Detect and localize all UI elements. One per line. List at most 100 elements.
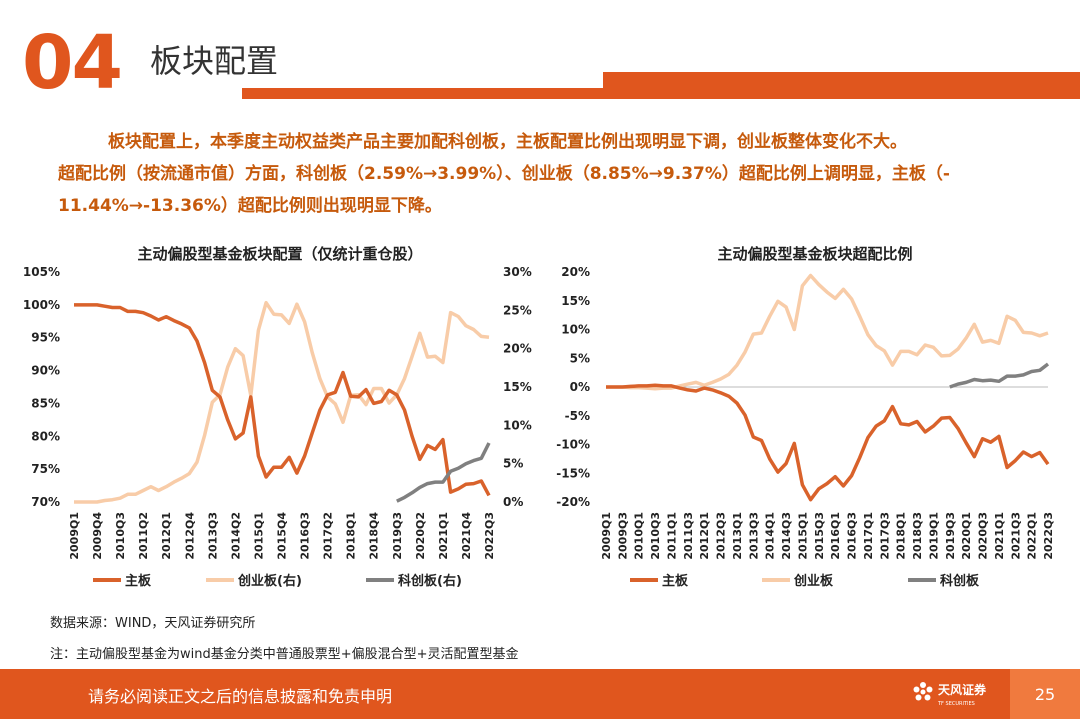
- x-tick-label: 2021Q1: [437, 512, 450, 560]
- star-logo-icon: 天风证券 TF SECURITIES: [913, 682, 987, 707]
- chart-1-svg: 70% 75% 80% 85% 90% 95% 100% 105% 0% 5% 10% 15% 20% 2…: [23, 265, 532, 589]
- x-tick-label: 2013Q3: [206, 512, 219, 560]
- left-y-tick-label: 95%: [31, 331, 60, 345]
- header-accent-bar: [603, 72, 1080, 91]
- summary-line-1: 板块配置上，本季度主动权益类产品主要加配科创板，主板配置比例出现明显下调，创业板…: [108, 132, 907, 152]
- series-line-zhuban: [74, 303, 491, 497]
- y-tick-label: -5%: [565, 409, 590, 423]
- x-tick-label: 2022Q3: [1042, 512, 1055, 560]
- x-tick-label: 2013Q1: [731, 512, 744, 560]
- series-line-chuangyeban: [74, 300, 490, 504]
- disclaimer-link[interactable]: 请务必阅读正文之后的信息披露和免责申明: [88, 687, 393, 706]
- right-y-tick-label: 25%: [503, 303, 532, 317]
- x-tick-label: 2020Q2: [414, 512, 427, 560]
- left-y-tick-label: 70%: [31, 495, 60, 509]
- legend-zhuban-label: 主板: [125, 573, 152, 589]
- y-tick-label: 5%: [570, 351, 590, 365]
- x-tick-label: 2010Q3: [114, 512, 127, 560]
- legend-kechuangban-label: 科创板(右): [398, 573, 462, 589]
- x-tick-label: 2021Q1: [993, 512, 1006, 560]
- x-tick-label: 2015Q3: [813, 512, 826, 560]
- x-tick-label: 2016Q3: [299, 512, 312, 560]
- chart-2-svg: -20% -15% -10% -5% 0% 5% 10% 15% 20% 2009Q1 2009Q3…: [556, 265, 1055, 589]
- x-tick-label: 2016Q3: [846, 512, 859, 560]
- y-tick-label: -15%: [556, 466, 590, 480]
- header-underline-bar: [242, 88, 1080, 99]
- summary-line-3: 11.44%→-13.36%）超配比例则出现明显下降。: [58, 196, 442, 216]
- left-y-tick-label: 75%: [31, 462, 60, 476]
- right-y-tick-label: 10%: [503, 418, 532, 432]
- x-tick-label: 2012Q1: [698, 512, 711, 560]
- company-logo: 天风证券 TF SECURITIES: [910, 677, 990, 711]
- left-y-tick-label: 80%: [31, 429, 60, 443]
- summary-line-2: 超配比例（按流通市值）方面，科创板（2.59%→3.99%）、创业板（8.85%…: [58, 164, 950, 184]
- x-tick-label: 2022Q1: [1026, 512, 1039, 560]
- x-tick-label: 2010Q3: [649, 512, 662, 560]
- x-tick-label: 2020Q1: [960, 512, 973, 560]
- summary-paragraph: 板块配置上，本季度主动权益类产品主要加配科创板，主板配置比例出现明显下调，创业板…: [58, 126, 1038, 222]
- logo-subtext: TF SECURITIES: [937, 701, 975, 707]
- x-tick-label: 2019Q3: [391, 512, 404, 560]
- series-line-kechuangban: [949, 362, 1050, 389]
- x-tick-label: 2016Q1: [829, 512, 842, 560]
- x-tick-label: 2021Q3: [1009, 512, 1022, 560]
- right-y-tick-label: 0%: [503, 495, 523, 509]
- x-tick-label: 2022Q3: [483, 512, 496, 560]
- x-tick-label: 2014Q3: [780, 512, 793, 560]
- x-tick-label: 2009Q4: [91, 512, 104, 560]
- x-tick-label: 2011Q3: [682, 512, 695, 560]
- y-tick-label: 10%: [561, 323, 590, 337]
- x-tick-label: 2015Q4: [276, 512, 289, 560]
- y-tick-label: 15%: [561, 294, 590, 308]
- logo-text: 天风证券: [938, 682, 987, 697]
- x-tick-label: 2017Q2: [322, 512, 335, 560]
- footer-bar: 请务必阅读正文之后的信息披露和免责申明 天风证券 TF SECURITIES 2…: [0, 669, 1080, 719]
- legend-chuangyeban-label: 创业板(右): [237, 573, 302, 589]
- x-tick-label: 2019Q3: [944, 512, 957, 560]
- x-tick-label: 2009Q1: [600, 512, 613, 560]
- x-tick-label: 2012Q3: [715, 512, 728, 560]
- x-tick-label: 2012Q1: [160, 512, 173, 560]
- x-tick-label: 2014Q2: [229, 512, 242, 560]
- section-title: 板块配置: [150, 42, 279, 80]
- chart-2-title: 主动偏股型基金板块超配比例: [717, 245, 913, 263]
- legend-kechuangban-label: 科创板: [940, 573, 980, 589]
- x-tick-label: 2009Q1: [68, 512, 81, 560]
- x-tick-label: 2018Q3: [911, 512, 924, 560]
- x-tick-label: 2013Q3: [747, 512, 760, 560]
- left-y-tick-label: 85%: [31, 396, 60, 410]
- x-tick-label: 2017Q3: [878, 512, 891, 560]
- right-y-tick-label: 30%: [503, 265, 532, 279]
- chart-1-title: 主动偏股型基金板块配置（仅统计重仓股）: [137, 245, 423, 263]
- series-line-kechuangban: [396, 442, 491, 503]
- x-tick-label: 2015Q1: [796, 512, 809, 560]
- x-tick-label: 2018Q1: [345, 512, 358, 560]
- x-tick-label: 2017Q1: [862, 512, 875, 560]
- right-y-tick-label: 15%: [503, 380, 532, 394]
- x-tick-label: 2010Q1: [633, 512, 646, 560]
- x-tick-label: 2021Q4: [460, 512, 473, 560]
- right-y-tick-label: 5%: [503, 457, 523, 471]
- x-tick-label: 2014Q1: [764, 512, 777, 560]
- x-tick-label: 2018Q4: [368, 512, 381, 560]
- y-tick-label: 20%: [561, 265, 590, 279]
- y-tick-label: 0%: [570, 380, 590, 394]
- x-tick-label: 2011Q1: [665, 512, 678, 560]
- x-tick-label: 2015Q1: [252, 512, 265, 560]
- y-tick-label: -20%: [556, 495, 590, 509]
- x-tick-label: 2011Q2: [137, 512, 150, 560]
- data-source-note: 数据来源：WIND，天风证券研究所: [50, 616, 256, 631]
- series-line-chuangyeban: [606, 273, 1049, 391]
- right-y-tick-label: 20%: [503, 342, 532, 356]
- x-tick-label: 2019Q1: [927, 512, 940, 560]
- x-tick-label: 2012Q4: [183, 512, 196, 560]
- x-tick-label: 2009Q3: [616, 512, 629, 560]
- x-tick-label: 2020Q3: [977, 512, 990, 560]
- left-y-tick-label: 90%: [31, 364, 60, 378]
- x-tick-label: 2018Q1: [895, 512, 908, 560]
- series-line-zhuban: [606, 383, 1050, 502]
- left-y-tick-label: 100%: [23, 298, 60, 312]
- left-y-tick-label: 105%: [23, 265, 60, 279]
- legend-chuangyeban-label: 创业板: [793, 573, 834, 589]
- definition-note: 注：主动偏股型基金为wind基金分类中普通股票型+偏股混合型+灵活配置型基金: [50, 647, 519, 662]
